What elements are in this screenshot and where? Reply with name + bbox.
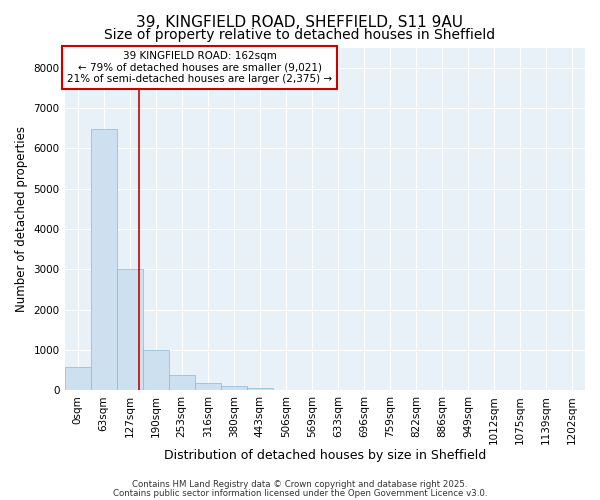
Text: 39 KINGFIELD ROAD: 162sqm
← 79% of detached houses are smaller (9,021)
21% of se: 39 KINGFIELD ROAD: 162sqm ← 79% of detac… (67, 51, 332, 84)
Text: Contains HM Land Registry data © Crown copyright and database right 2025.: Contains HM Land Registry data © Crown c… (132, 480, 468, 489)
Bar (221, 386, 247, 390)
Text: Contains public sector information licensed under the Open Government Licence v3: Contains public sector information licen… (113, 488, 487, 498)
Text: Size of property relative to detached houses in Sheffield: Size of property relative to detached ho… (104, 28, 496, 42)
Bar (65, 367, 91, 390)
X-axis label: Distribution of detached houses by size in Sheffield: Distribution of detached houses by size … (164, 450, 486, 462)
Bar (91, 129, 116, 390)
Bar (116, 270, 143, 390)
Bar (194, 384, 221, 390)
Y-axis label: Number of detached properties: Number of detached properties (15, 126, 28, 312)
Bar (169, 375, 194, 390)
Bar (143, 350, 169, 391)
Text: 39, KINGFIELD ROAD, SHEFFIELD, S11 9AU: 39, KINGFIELD ROAD, SHEFFIELD, S11 9AU (137, 15, 464, 30)
Bar (247, 388, 273, 390)
